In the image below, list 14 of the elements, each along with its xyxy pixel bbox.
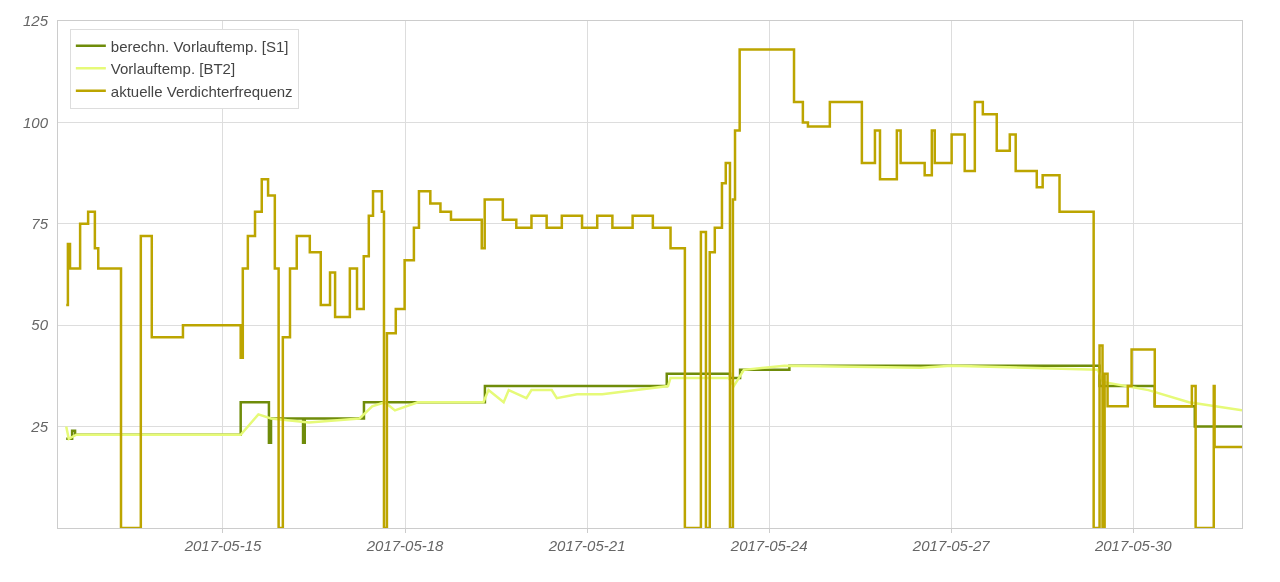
x-tick-label: 2017-05-15 [183,537,263,554]
x-tick-label: 2017-05-18 [365,537,445,554]
x-tick-label: 2017-05-27 [911,537,991,554]
x-tick-label: 2017-05-30 [1093,537,1173,554]
y-tick-label: 50 [31,316,49,334]
x-tick-label: 2017-05-21 [547,537,626,554]
legend-label: berechn. Vorlauftemp. [S1] [110,37,289,55]
legend-label: Vorlauftemp. [BT2] [110,60,236,78]
legend-label: aktuelle Verdichterfrequenz [110,82,293,100]
y-tick-label: 125 [22,12,49,30]
y-tick-label: 25 [30,417,49,435]
y-tick-label: 100 [22,113,49,131]
y-tick-label: 75 [31,215,49,233]
x-tick-label: 2017-05-24 [729,537,808,554]
